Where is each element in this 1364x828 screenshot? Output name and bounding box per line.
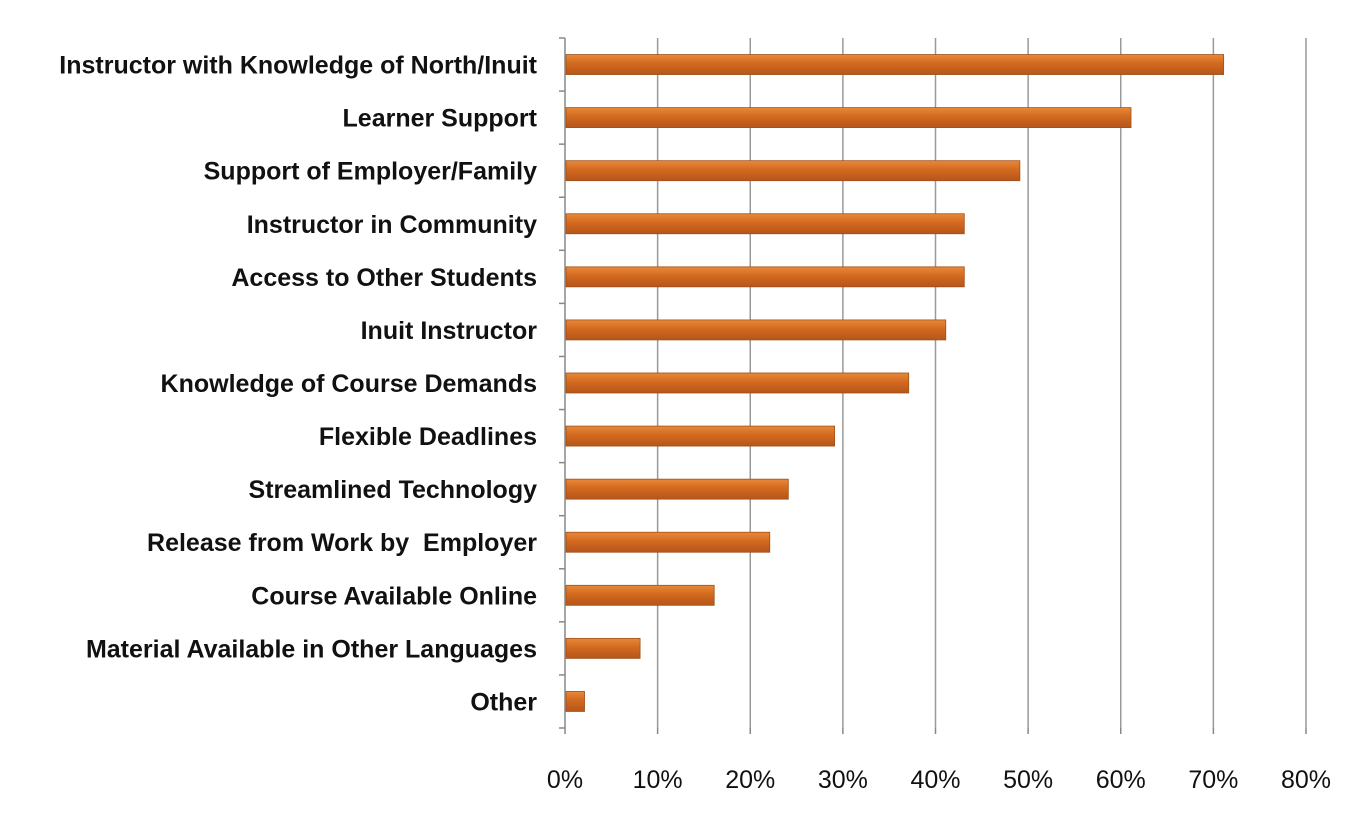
bar [565,319,947,341]
category-label: Inuit Instructor [361,317,538,345]
x-tick-label: 50% [1003,766,1053,794]
category-label: Instructor in Community [247,211,537,239]
category-label: Streamlined Technology [249,476,538,504]
bar [565,691,585,712]
bar [565,478,789,500]
bar [565,531,771,553]
bar [565,584,715,606]
category-label: Instructor with Knowledge of North/Inuit [59,52,537,80]
bar [565,54,1225,75]
category-label: Access to Other Students [231,264,537,292]
bar [565,160,1021,182]
x-tick-label: 30% [818,766,868,794]
x-tick-label: 0% [547,766,583,794]
category-label: Material Available in Other Languages [86,635,537,663]
bar [565,266,965,288]
category-label: Learner Support [343,105,538,133]
x-tick-label: 10% [633,766,683,794]
x-tick-label: 80% [1281,766,1331,794]
x-tick-label: 60% [1096,766,1146,794]
bar [565,425,836,447]
x-tick-label: 70% [1188,766,1238,794]
bar [565,637,641,659]
x-tick-label: 40% [910,766,960,794]
category-label: Other [470,688,537,716]
x-tick-label: 20% [725,766,775,794]
bar [565,213,965,235]
category-label: Flexible Deadlines [319,423,537,451]
bar [565,372,910,394]
category-label: Release from Work by Employer [147,529,537,557]
bar [565,107,1132,129]
category-label: Support of Employer/Family [204,158,537,186]
category-label: Course Available Online [251,582,537,610]
category-label: Knowledge of Course Demands [161,370,537,398]
